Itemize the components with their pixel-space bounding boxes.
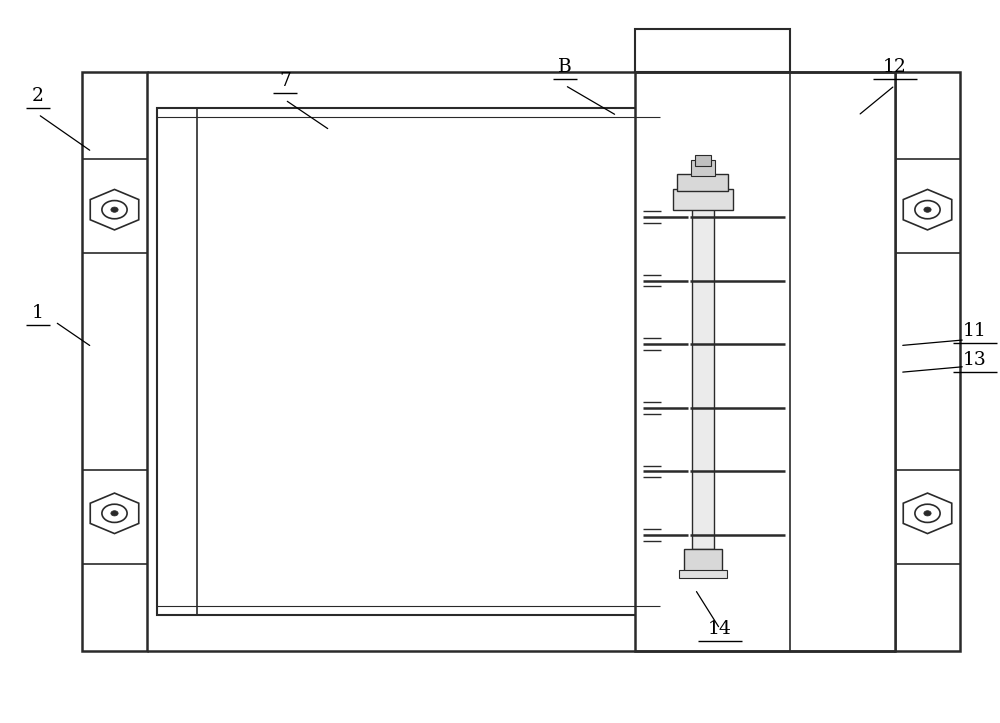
Bar <box>635 29 790 72</box>
Text: 1: 1 <box>32 304 44 322</box>
Circle shape <box>924 207 931 213</box>
Bar <box>672 189 732 210</box>
Bar <box>692 202 714 549</box>
Ellipse shape <box>102 504 127 523</box>
Circle shape <box>111 510 118 516</box>
Polygon shape <box>903 493 952 534</box>
Text: 7: 7 <box>279 72 291 90</box>
Circle shape <box>111 207 118 213</box>
Text: 13: 13 <box>963 351 987 369</box>
Text: 14: 14 <box>708 620 732 638</box>
Text: 12: 12 <box>883 58 907 76</box>
Bar <box>157 108 660 615</box>
Circle shape <box>924 510 931 516</box>
Bar <box>82 72 147 651</box>
Ellipse shape <box>915 504 940 523</box>
Text: 2: 2 <box>32 87 44 105</box>
Text: 11: 11 <box>963 322 987 340</box>
Bar <box>678 570 726 578</box>
Bar <box>684 549 722 571</box>
Bar <box>635 72 895 651</box>
Bar <box>895 72 960 651</box>
Polygon shape <box>903 189 952 230</box>
Polygon shape <box>90 189 139 230</box>
Bar <box>690 160 714 176</box>
Ellipse shape <box>102 200 127 219</box>
Bar <box>694 155 710 166</box>
Polygon shape <box>90 493 139 534</box>
Bar <box>677 174 728 191</box>
Ellipse shape <box>915 200 940 219</box>
Text: B: B <box>558 58 572 76</box>
